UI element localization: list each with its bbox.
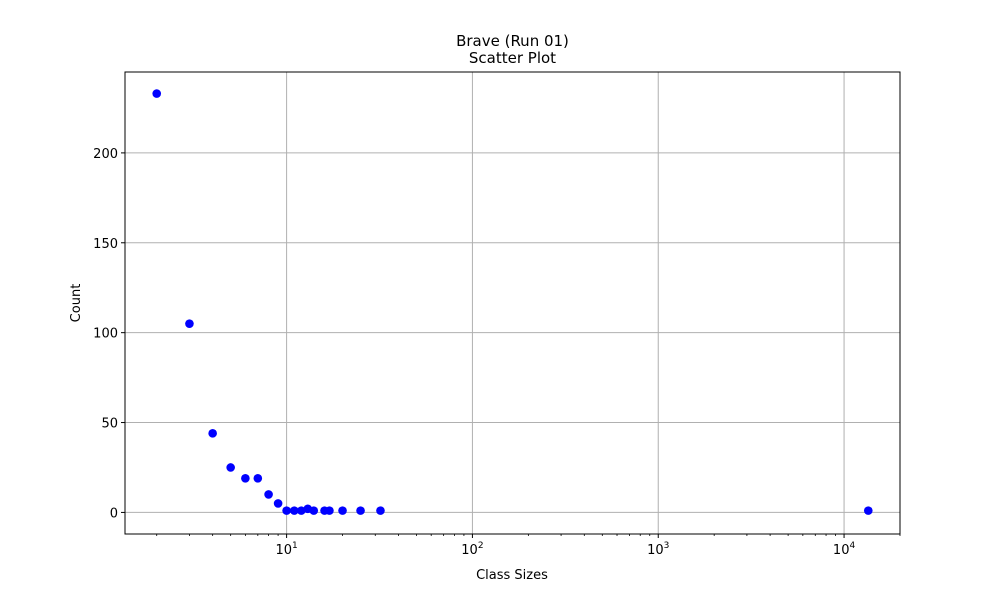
x-tick-label: 101 (275, 541, 297, 558)
y-tick-label: 200 (93, 147, 118, 162)
scatter-point (282, 506, 291, 515)
y-tick-label: 0 (110, 506, 118, 521)
scatter-point (338, 506, 347, 515)
scatter-point (264, 490, 273, 499)
scatter-point (325, 506, 334, 515)
x-tick-label: 104 (833, 541, 856, 558)
scatter-point (356, 506, 365, 515)
axis-ticks: 101 102 103 104 0 50 100 150 200 (93, 147, 901, 558)
y-axis-label: Count (69, 284, 84, 323)
scatter-point (376, 506, 385, 515)
scatter-point (185, 319, 194, 328)
grid (125, 72, 900, 534)
scatter-point (309, 506, 319, 515)
scatter-point (241, 473, 250, 483)
scatter-point (297, 506, 306, 515)
x-tick-label: 103 (647, 541, 669, 558)
y-tick-label: 50 (101, 417, 118, 432)
chart-subtitle: Scatter Plot (468, 49, 557, 67)
y-tick-label: 100 (93, 327, 118, 342)
chart-title: Brave (Run 01) (456, 32, 569, 50)
scatter-point (273, 499, 283, 508)
scatter-point (863, 506, 873, 515)
scatter-point (289, 506, 299, 515)
data-points (152, 89, 873, 515)
x-tick-label: 102 (461, 541, 483, 558)
scatter-point (226, 463, 235, 472)
scatter-point (253, 473, 263, 483)
plot-area-frame (124, 71, 901, 535)
y-tick-label: 150 (93, 237, 118, 252)
scatter-point (208, 429, 217, 438)
scatter-point (152, 89, 162, 98)
x-axis-label: Class Sizes (476, 568, 548, 583)
